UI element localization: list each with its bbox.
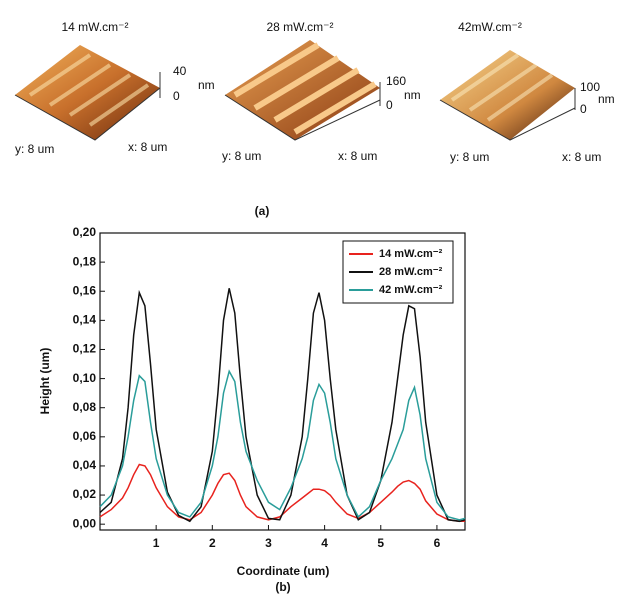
y-tick-label: 0,20 <box>73 225 97 239</box>
x-tick-label: 3 <box>265 536 272 550</box>
scale-max: 160 <box>386 74 406 88</box>
y-tick-label: 0,16 <box>73 283 97 297</box>
x-tick-label: 1 <box>153 536 160 550</box>
y-tick-label: 0,12 <box>73 342 97 356</box>
y-axis-label: Height (um) <box>38 348 52 415</box>
x-tick-label: 2 <box>209 536 216 550</box>
y-tick-label: 0,14 <box>73 313 97 327</box>
y-tick-label: 0,10 <box>73 371 97 385</box>
x-size: x: 8 um <box>338 149 377 163</box>
image-title: 42mW.cm⁻² <box>458 20 522 34</box>
plot-frame <box>99 232 466 531</box>
x-tick-label: 6 <box>434 536 441 550</box>
y-size: y: 8 um <box>15 142 54 156</box>
scale-max: 100 <box>580 80 600 94</box>
legend-label: 42 mW.cm⁻² <box>379 284 443 296</box>
y-tick-label: 0,02 <box>73 487 97 501</box>
panel-label: (b) <box>275 580 290 594</box>
afm-image <box>224 40 381 141</box>
panel-label: (a) <box>255 204 270 218</box>
y-tick-label: 0,06 <box>73 429 97 443</box>
y-tick-label: 0,08 <box>73 400 97 414</box>
scale-min: 0 <box>386 98 393 112</box>
afm-image <box>439 50 576 141</box>
y-tick-label: 0,04 <box>73 458 97 472</box>
x-axis-label: Coordinate (um) <box>237 564 330 578</box>
legend-label: 28 mW.cm⁻² <box>379 266 443 278</box>
x-size: x: 8 um <box>562 150 601 164</box>
data-line <box>99 369 466 521</box>
scale-unit: nm <box>198 78 215 92</box>
scale-unit: nm <box>404 88 421 102</box>
y-tick-label: 0,00 <box>73 516 97 530</box>
y-tick-label: 0,18 <box>73 254 97 268</box>
image-title: 28 mW.cm⁻² <box>266 20 333 34</box>
scale-max: 40 <box>173 64 187 78</box>
x-tick-label: 4 <box>321 536 328 550</box>
scale-min: 0 <box>580 102 587 116</box>
scale-min: 0 <box>173 89 180 103</box>
legend-label: 14 mW.cm⁻² <box>379 248 443 260</box>
y-size: y: 8 um <box>450 150 489 164</box>
y-size: y: 8 um <box>222 149 261 163</box>
data-line <box>99 288 466 523</box>
scale-unit: nm <box>598 92 615 106</box>
data-line <box>99 463 465 523</box>
x-size: x: 8 um <box>128 140 167 154</box>
x-tick-label: 5 <box>377 536 384 550</box>
afm-image <box>14 45 161 141</box>
image-title: 14 mW.cm⁻² <box>61 20 128 34</box>
